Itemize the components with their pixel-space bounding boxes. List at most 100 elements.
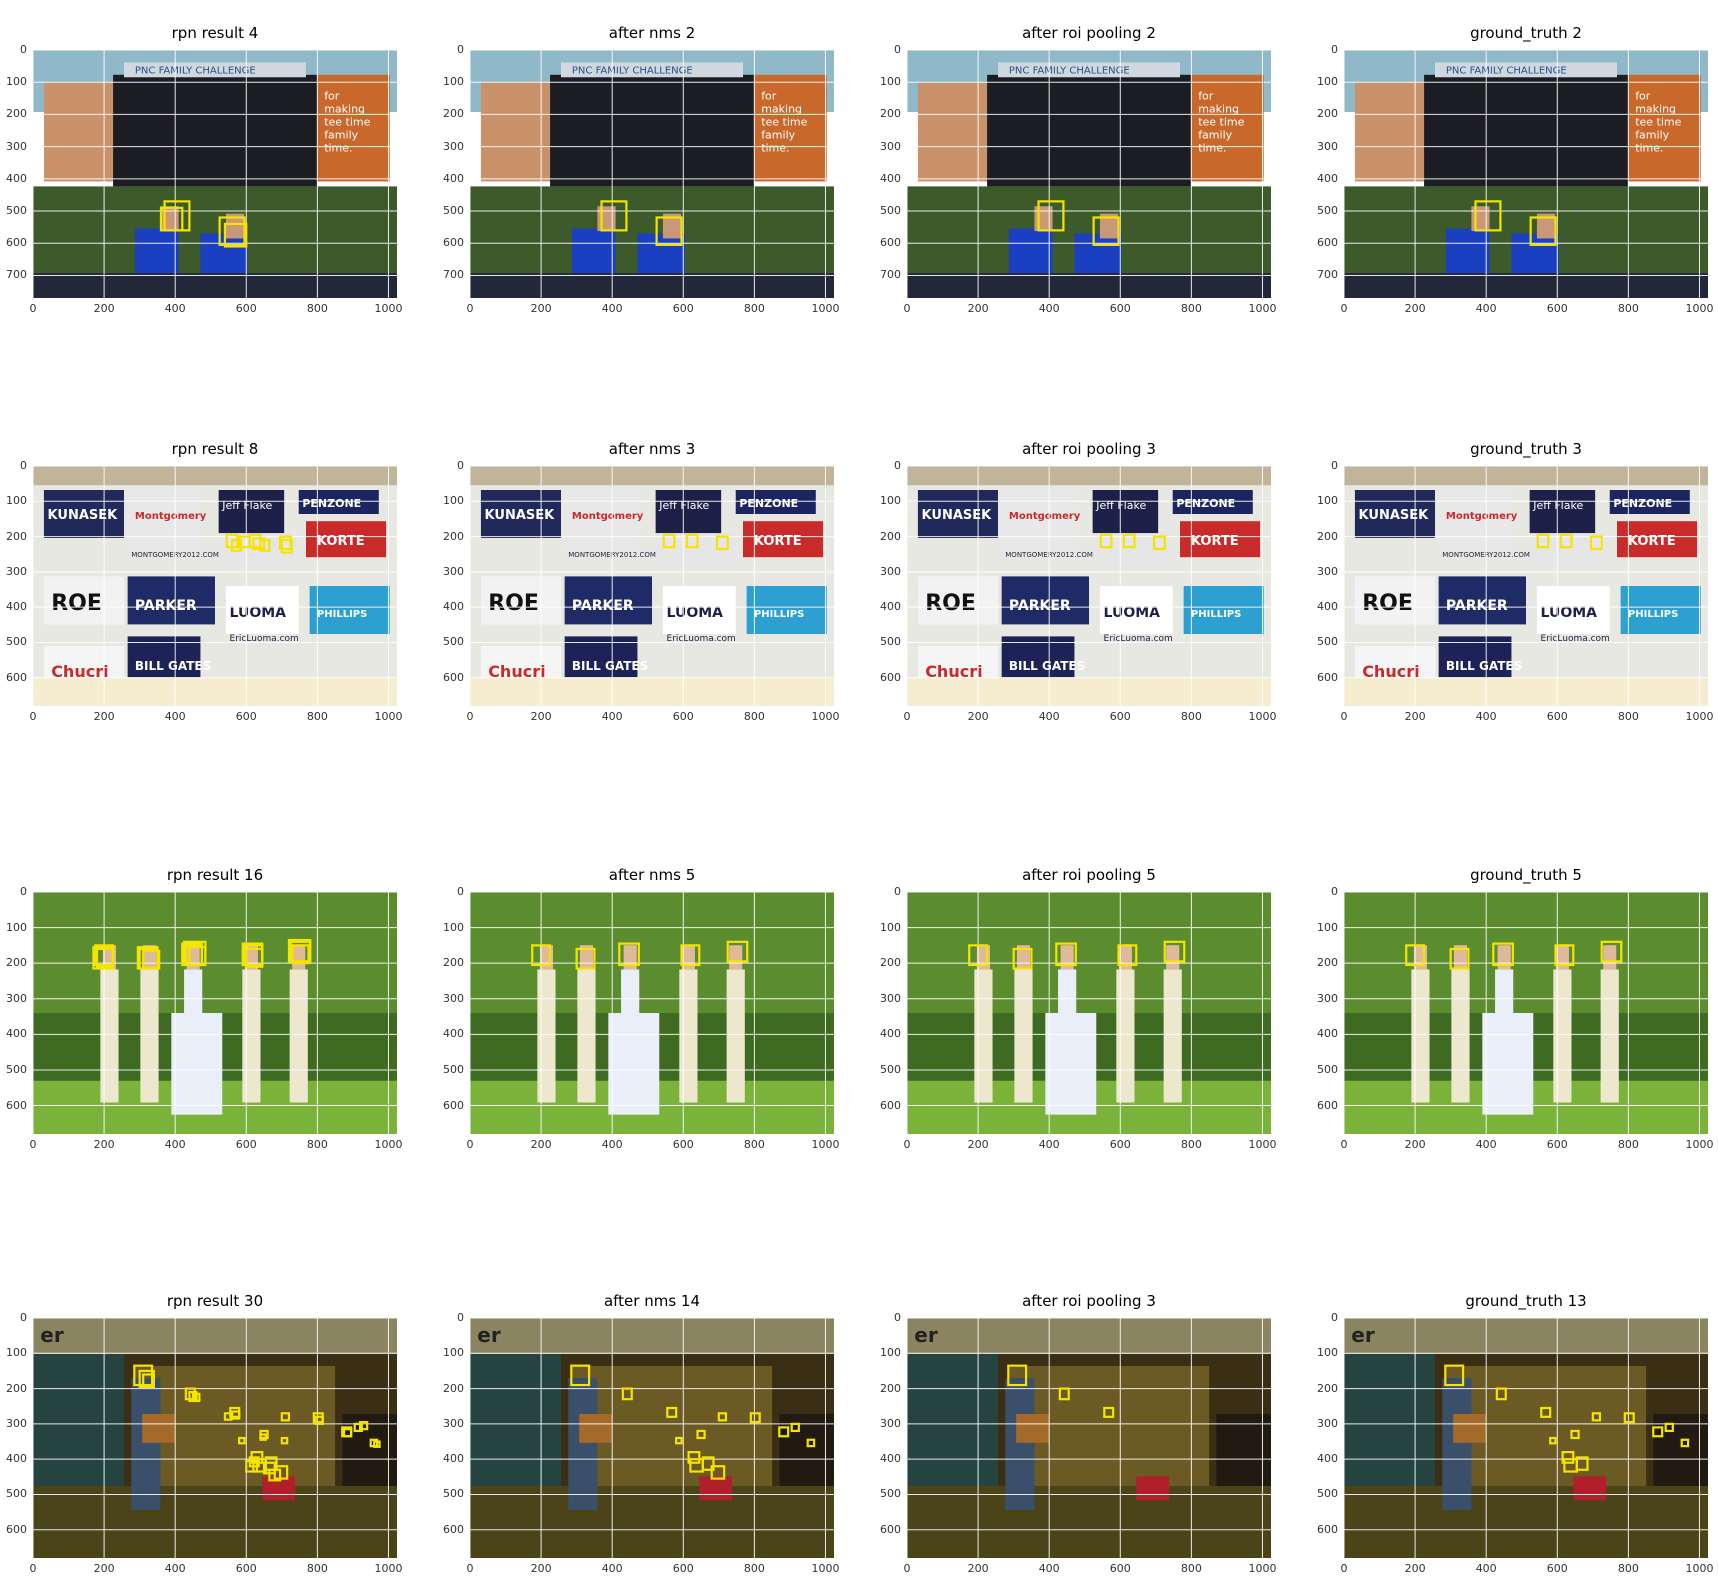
panel-0-2: after roi pooling 2 PNC FAMILY CHALLENGE f…	[867, 20, 1311, 328]
x-tick-label: 1000	[811, 302, 840, 315]
panel-title: ground_truth 2	[1470, 24, 1582, 42]
svg-text:time.: time.	[324, 142, 352, 155]
panel-2-0: rpn result 16 0 100 200 300 400 500 600 0 200 400 6…	[0, 862, 437, 1164]
y-tick-label: 500	[1317, 204, 1338, 218]
svg-text:EricLuoma.com: EricLuoma.com	[667, 634, 736, 644]
detection-box	[666, 1406, 678, 1418]
svg-text:KUNASEK: KUNASEK	[922, 508, 993, 523]
x-tick-label: 800	[743, 302, 765, 315]
svg-text:Jeff Flake: Jeff Flake	[221, 499, 272, 512]
panel-3-1: after nms 14 er 0 100 200 300 400 500 600 0 200 400…	[430, 1288, 874, 1588]
x-tick-label: 200	[93, 1562, 115, 1575]
y-tick-label: 200	[1317, 956, 1338, 970]
panel-2-1: after nms 5 0 100 200 300 400 500 600 0 200 400 600…	[430, 862, 874, 1164]
svg-text:PNC FAMILY CHALLENGE: PNC FAMILY CHALLENGE	[1446, 66, 1567, 77]
x-tick-label: 1000	[374, 1138, 403, 1151]
y-tick-label: 600	[1317, 236, 1338, 250]
x-tick-label: 600	[235, 710, 257, 723]
y-tick-label: 600	[1317, 1098, 1338, 1112]
panel-3-3: ground_truth 13 er 0 100 200 300 400 500 600 0 200…	[1304, 1288, 1718, 1588]
detection-box	[1623, 1412, 1635, 1424]
x-tick-label: 600	[672, 1562, 694, 1575]
x-tick-label: 0	[466, 1138, 474, 1151]
svg-text:making: making	[1198, 103, 1239, 116]
detection-box	[749, 1412, 761, 1424]
svg-text:ROE: ROE	[925, 591, 976, 616]
detection-box	[531, 944, 552, 967]
svg-text:EricLuoma.com: EricLuoma.com	[1104, 634, 1173, 644]
svg-text:family: family	[761, 129, 795, 142]
svg-text:PHILLIPS: PHILLIPS	[317, 609, 367, 620]
svg-text:PENZONE: PENZONE	[1613, 497, 1672, 510]
x-tick-label: 0	[466, 710, 474, 723]
detection-box	[687, 1451, 701, 1464]
y-tick-label: 300	[6, 1416, 27, 1430]
svg-text:LUOMA: LUOMA	[230, 605, 287, 621]
x-tick-label: 1000	[811, 1562, 840, 1575]
detection-box	[241, 942, 264, 967]
detection-image: KUNASEK Montgomery Jeff Flake PENZONE KORTE R…	[470, 466, 834, 706]
y-tick-label: 400	[1317, 1452, 1338, 1466]
y-tick-label: 0	[894, 885, 901, 898]
svg-text:BILL GATES: BILL GATES	[135, 659, 211, 673]
svg-text:PHILLIPS: PHILLIPS	[754, 609, 804, 620]
x-tick-label: 200	[967, 1562, 989, 1575]
x-tick-label: 200	[530, 710, 552, 723]
y-tick-label: 300	[1317, 139, 1338, 153]
svg-text:family: family	[324, 129, 358, 142]
detection-box	[1664, 1422, 1674, 1433]
detection-box	[1536, 533, 1550, 549]
x-tick-label: 0	[903, 302, 911, 315]
y-tick-label: 400	[6, 1452, 27, 1466]
svg-text:KORTE: KORTE	[1191, 534, 1239, 549]
detection-box	[252, 537, 266, 551]
svg-text:PARKER: PARKER	[135, 598, 197, 614]
svg-text:PENZONE: PENZONE	[739, 497, 798, 510]
detection-box	[188, 946, 207, 967]
y-tick-label: 400	[1317, 171, 1338, 185]
y-tick-label: 0	[457, 1311, 464, 1324]
detection-box	[353, 1422, 363, 1433]
y-tick-label: 300	[880, 564, 901, 578]
svg-text:LUOMA: LUOMA	[1541, 605, 1598, 621]
x-tick-label: 400	[1475, 1562, 1497, 1575]
panel-0-3: ground_truth 2 PNC FAMILY CHALLENGE for mak…	[1304, 20, 1718, 328]
detection-box	[280, 1412, 291, 1422]
panel-title: ground_truth 3	[1470, 440, 1582, 458]
detection-box	[259, 539, 271, 552]
detection-box	[1092, 216, 1120, 246]
x-tick-label: 800	[1180, 1562, 1202, 1575]
y-tick-label: 600	[6, 1098, 27, 1112]
y-tick-label: 600	[443, 236, 464, 250]
detection-box	[1563, 1458, 1578, 1473]
y-tick-label: 100	[880, 1346, 901, 1360]
y-tick-label: 300	[443, 139, 464, 153]
panel-title: after roi pooling 5	[1022, 866, 1156, 884]
x-tick-label: 200	[530, 302, 552, 315]
detection-image	[470, 892, 834, 1134]
detection-box	[1570, 1429, 1580, 1440]
y-tick-label: 500	[443, 635, 464, 649]
svg-text:for: for	[1198, 90, 1214, 103]
detection-image: KUNASEK Montgomery Jeff Flake PENZONE KORTE R…	[907, 466, 1271, 706]
y-tick-label: 0	[894, 1311, 901, 1324]
x-tick-label: 200	[530, 1138, 552, 1151]
panel-1-2: after roi pooling 3 KUNASEK Montgomery Jeff…	[867, 436, 1311, 736]
x-tick-label: 600	[1109, 1562, 1131, 1575]
panel-1-0: rpn result 8 KUNASEK Montgomery Jeff Flake P…	[0, 436, 437, 736]
svg-text:PNC FAMILY CHALLENGE: PNC FAMILY CHALLENGE	[135, 66, 256, 77]
detection-image: KUNASEK Montgomery Jeff Flake PENZONE KORTE R…	[33, 466, 397, 706]
y-tick-label: 600	[880, 670, 901, 684]
panel-title: rpn result 4	[171, 24, 259, 42]
svg-text:KORTE: KORTE	[1628, 534, 1676, 549]
y-tick-label: 300	[443, 564, 464, 578]
panel-0-1: after nms 2 PNC FAMILY CHALLENGE for making…	[430, 20, 874, 328]
detection-box	[696, 1429, 706, 1440]
svg-text:ROE: ROE	[1362, 591, 1413, 616]
svg-text:family: family	[1198, 129, 1232, 142]
detection-image: er	[33, 1318, 397, 1558]
x-tick-label: 0	[1340, 710, 1348, 723]
detection-image: er	[907, 1318, 1271, 1558]
panel-title: rpn result 16	[166, 866, 264, 884]
detection-box	[1055, 942, 1077, 967]
